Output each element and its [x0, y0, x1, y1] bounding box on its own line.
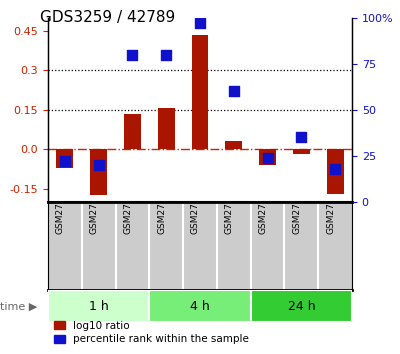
- Text: GDS3259 / 42789: GDS3259 / 42789: [40, 10, 175, 25]
- Bar: [90, 149, 107, 195]
- Legend: log10 ratio, percentile rank within the sample: log10 ratio, percentile rank within the …: [53, 320, 250, 345]
- Bar: [149, 290, 251, 322]
- Bar: [124, 114, 141, 149]
- Point: [197, 21, 203, 26]
- Text: GSM271873: GSM271873: [191, 179, 200, 234]
- Point: [230, 88, 237, 94]
- Text: 24 h: 24 h: [288, 300, 315, 313]
- Bar: [48, 290, 149, 322]
- Text: GSM271871: GSM271871: [124, 179, 132, 234]
- Point: [129, 52, 136, 57]
- Bar: [56, 149, 73, 167]
- Text: GSM271875: GSM271875: [258, 179, 268, 234]
- Bar: [251, 290, 352, 322]
- Text: 4 h: 4 h: [190, 300, 210, 313]
- Text: GSM271876: GSM271876: [292, 179, 301, 234]
- Bar: [225, 141, 242, 149]
- Text: 1 h: 1 h: [89, 300, 108, 313]
- Point: [264, 155, 271, 160]
- Text: GSM271874: GSM271874: [225, 179, 234, 234]
- Point: [298, 135, 304, 140]
- Bar: [327, 149, 344, 194]
- Bar: [259, 149, 276, 165]
- Point: [332, 166, 338, 171]
- Point: [163, 52, 170, 57]
- Text: GSM271877: GSM271877: [326, 179, 335, 234]
- Bar: [293, 149, 310, 154]
- Bar: [158, 108, 175, 149]
- Text: GSM271872: GSM271872: [157, 179, 166, 234]
- Text: GSM271869: GSM271869: [56, 179, 65, 234]
- Text: GSM271870: GSM271870: [90, 179, 99, 234]
- Point: [62, 159, 68, 164]
- Point: [96, 162, 102, 168]
- Bar: [192, 35, 208, 149]
- Text: time ▶: time ▶: [0, 301, 37, 311]
